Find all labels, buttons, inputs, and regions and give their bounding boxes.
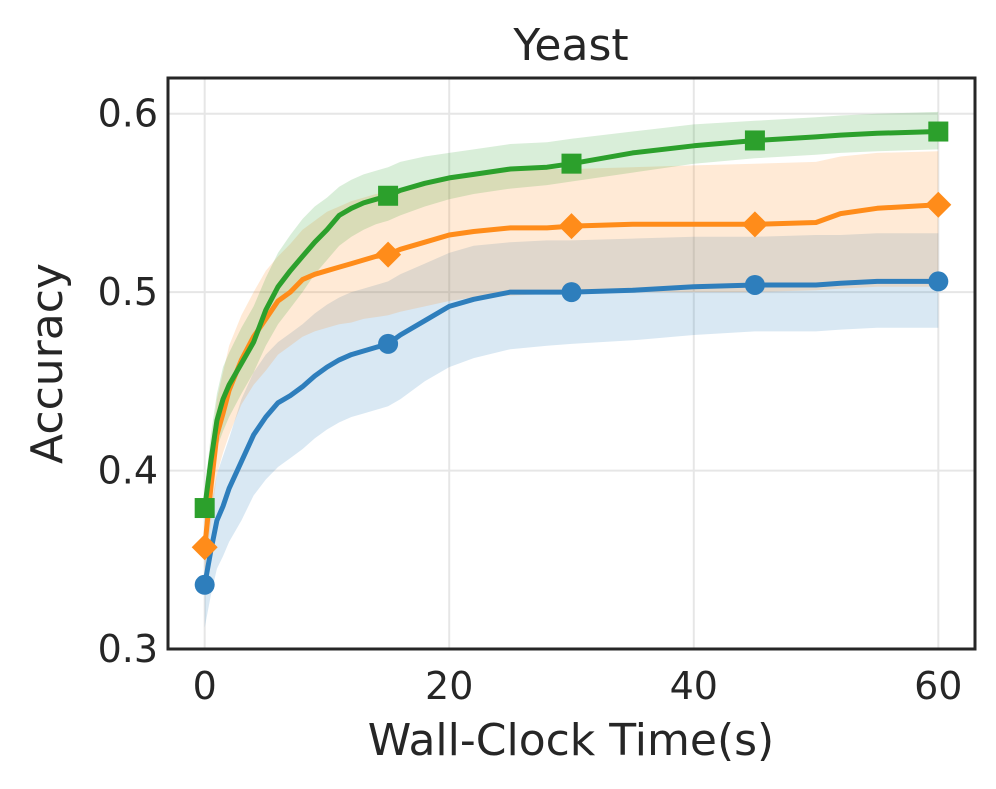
orange-data-point <box>558 213 585 240</box>
y-axis-title: Accuracy <box>22 263 73 464</box>
y-tick-label: 0.5 <box>98 270 158 314</box>
green-series-line <box>202 129 941 511</box>
y-tick-label: 0.3 <box>98 627 158 671</box>
y-tick-label: 0.4 <box>98 449 158 493</box>
x-tick-label: 0 <box>193 664 217 708</box>
blue-data-point <box>744 274 765 295</box>
green-confidence-band <box>204 111 939 525</box>
blue-confidence-band <box>204 233 939 628</box>
series-lines <box>202 129 941 588</box>
green-data-point <box>561 153 582 174</box>
tick-labels: 0 20 40 60 0.3 0.4 0.5 0.6 <box>98 92 963 708</box>
orange-data-point <box>925 191 952 218</box>
x-tick-label: 40 <box>670 664 718 708</box>
series-markers <box>191 121 952 595</box>
y-tick-label: 0.6 <box>98 92 158 136</box>
orange-data-point <box>191 534 218 561</box>
chart-title: Yeast <box>512 20 628 71</box>
blue-series-line <box>202 278 941 588</box>
orange-data-point <box>375 241 402 268</box>
blue-data-point <box>194 574 215 595</box>
x-axis-title: Wall-Clock Time(s) <box>368 715 774 766</box>
green-data-point <box>744 130 765 151</box>
blue-data-point <box>378 333 399 354</box>
grid-lines <box>168 78 975 650</box>
green-data-point <box>194 498 215 519</box>
blue-data-point <box>928 271 949 292</box>
x-tick-label: 20 <box>425 664 473 708</box>
plot-frame <box>166 76 977 651</box>
x-tick-label: 60 <box>914 664 962 708</box>
green-data-point <box>378 185 399 206</box>
blue-data-point <box>561 282 582 303</box>
green-data-point <box>928 121 949 142</box>
orange-data-point <box>741 211 768 238</box>
